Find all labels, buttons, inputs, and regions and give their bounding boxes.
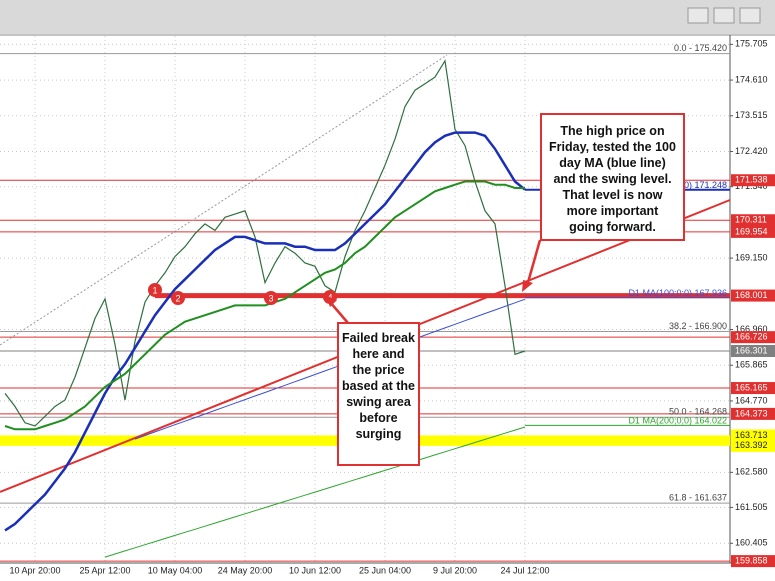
y-tick-label: 161.505 bbox=[735, 502, 768, 512]
level-label: 168.001 bbox=[735, 290, 768, 300]
fib-label: 0.0 - 175.420 bbox=[674, 43, 727, 53]
series-line bbox=[4, 180, 525, 431]
x-tick-label: 10 Jun 12:00 bbox=[289, 565, 341, 575]
y-tick-label: 172.420 bbox=[735, 146, 768, 156]
level-tag bbox=[731, 331, 775, 344]
level-label: 171.538 bbox=[735, 175, 768, 185]
level-label: 166.301 bbox=[735, 345, 768, 355]
level-tag bbox=[731, 174, 775, 187]
y-tick-label: 165.865 bbox=[735, 360, 768, 370]
swing-marker-label: 4 bbox=[327, 292, 332, 302]
fib-label: 61.8 - 161.637 bbox=[669, 492, 727, 502]
fib-label: 50.0 - 164.268 bbox=[669, 407, 727, 417]
level-tag bbox=[731, 289, 775, 302]
ma-label: 0;0) 171.248 bbox=[676, 180, 727, 190]
fib-label: 38.2 - 166.900 bbox=[669, 321, 727, 331]
level-tag bbox=[731, 345, 775, 358]
level-tag bbox=[731, 429, 775, 442]
level-label: 164.373 bbox=[735, 408, 768, 418]
level-tag bbox=[731, 225, 775, 238]
y-tick-label: 174.610 bbox=[735, 74, 768, 84]
series-line bbox=[134, 298, 526, 440]
close-button[interactable] bbox=[739, 7, 761, 24]
x-tick-label: 24 Jul 12:00 bbox=[500, 565, 549, 575]
x-tick-label: 25 Jun 04:00 bbox=[359, 565, 411, 575]
arrow-head bbox=[326, 296, 337, 307]
x-tick-label: 24 May 20:00 bbox=[218, 565, 273, 575]
swing-marker-label: 1 bbox=[152, 285, 157, 295]
arrow-head bbox=[522, 280, 533, 292]
level-tag bbox=[731, 439, 775, 452]
arrow bbox=[329, 301, 349, 324]
level-label: 163.392 bbox=[735, 440, 768, 450]
x-tick-label: 25 Apr 12:00 bbox=[79, 565, 130, 575]
title-bar bbox=[0, 0, 775, 34]
level-tag bbox=[731, 214, 775, 227]
x-tick-label: 9 Jul 20:00 bbox=[433, 565, 477, 575]
fib-diagonal bbox=[0, 54, 448, 346]
maximize-button[interactable] bbox=[713, 7, 735, 24]
level-label: 163.713 bbox=[735, 430, 768, 440]
series-line bbox=[4, 131, 526, 532]
y-tick-label: 166.960 bbox=[735, 324, 768, 334]
swing-marker-label: 3 bbox=[268, 293, 273, 303]
minimize-button[interactable] bbox=[687, 7, 709, 24]
y-tick-label: 173.515 bbox=[735, 110, 768, 120]
annotation-box: Failed break here and the price based at… bbox=[337, 322, 420, 466]
level-label: 159.858 bbox=[735, 555, 768, 565]
level-tag bbox=[731, 555, 775, 568]
y-tick-label: 175.705 bbox=[735, 39, 768, 49]
x-tick-label: 10 May 04:00 bbox=[148, 565, 203, 575]
ma-label: D1 MA(200;0;0) 164.022 bbox=[628, 416, 727, 426]
level-tag bbox=[731, 407, 775, 420]
swing-marker bbox=[264, 291, 278, 305]
swing-marker-label: 2 bbox=[175, 293, 180, 303]
y-tick-label: 169.150 bbox=[735, 252, 768, 262]
level-label: 170.311 bbox=[735, 215, 767, 225]
y-tick-label: 160.405 bbox=[735, 538, 768, 548]
series-line bbox=[4, 59, 526, 427]
ma-label: D1 MA(100;0;0) 167.936 bbox=[628, 288, 727, 298]
arrow bbox=[525, 239, 542, 287]
x-tick-label: 10 Apr 20:00 bbox=[9, 565, 60, 575]
y-tick-label: 162.580 bbox=[735, 467, 768, 477]
y-tick-label: 164.770 bbox=[735, 395, 768, 405]
swing-marker bbox=[148, 283, 162, 297]
level-label: 166.726 bbox=[735, 332, 768, 342]
swing-marker bbox=[171, 291, 185, 305]
level-tag bbox=[731, 382, 775, 395]
annotation-box: The high price on Friday, tested the 100… bbox=[540, 113, 685, 241]
level-label: 165.165 bbox=[735, 382, 768, 392]
series-line bbox=[104, 426, 526, 558]
level-label: 169.954 bbox=[735, 226, 768, 236]
